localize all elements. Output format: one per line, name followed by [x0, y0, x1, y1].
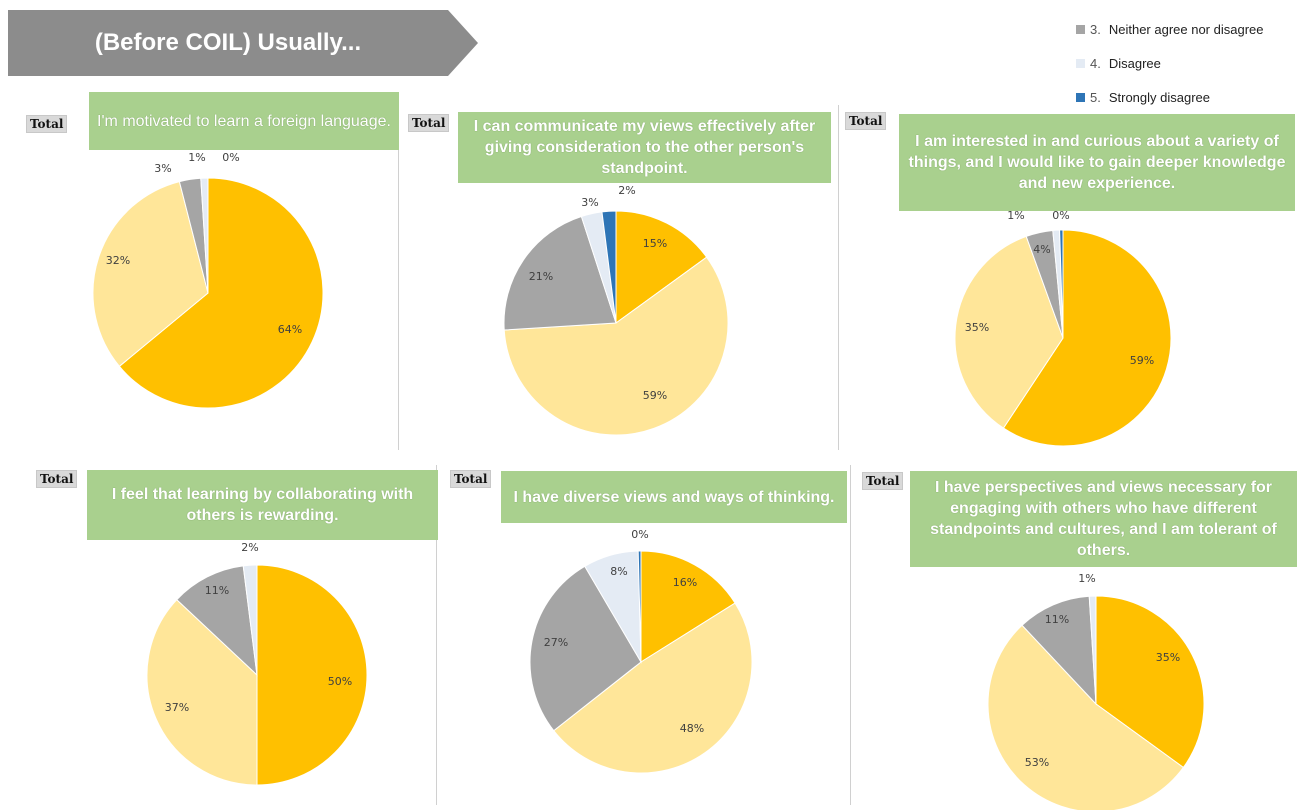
pie-slice	[954, 235, 1064, 429]
slice-label: 15%	[643, 237, 667, 250]
pie-slice	[176, 565, 258, 677]
pie-slice	[503, 215, 617, 331]
legend-label: Strongly disagree	[1108, 89, 1211, 105]
pie-1: 64% 32% 3% 1% 0%	[92, 151, 324, 409]
slice-label: 64%	[278, 323, 302, 336]
slice-label: 37%	[165, 701, 189, 714]
pie-slice	[601, 210, 617, 324]
legend-label: Neither agree nor disagree	[1108, 21, 1264, 37]
slice-label: 0%	[222, 151, 239, 164]
slice-label: 1%	[188, 151, 205, 164]
chart-title: I'm motivated to learn a foreign languag…	[89, 92, 399, 150]
slice-label: 1%	[1078, 572, 1095, 585]
slice-label: 35%	[1156, 651, 1180, 664]
pie-slice	[1095, 595, 1205, 769]
slice-label: 11%	[205, 584, 229, 597]
pie-slice	[1059, 229, 1064, 339]
pie-5: 16% 48% 27% 8% 0%	[529, 528, 753, 774]
pie-slice	[640, 550, 736, 663]
chart-title: I have diverse views and ways of thinkin…	[501, 471, 847, 523]
chart-title: I feel that learning by collaborating wi…	[87, 470, 438, 540]
legend-label: Disagree	[1108, 55, 1161, 71]
slice-label: 11%	[1045, 613, 1069, 626]
slice-label: 2%	[618, 184, 635, 197]
pie-2: 15% 59% 21% 3% 2%	[503, 184, 729, 436]
legend-num: 5.	[1090, 89, 1101, 105]
divider	[838, 105, 839, 450]
slice-label: 0%	[631, 528, 648, 541]
page-title: (Before COIL) Usually...	[94, 29, 362, 56]
total-tag: Total	[26, 115, 68, 133]
slice-label: 1%	[1007, 209, 1024, 222]
divider	[436, 465, 437, 805]
total-tag: Total	[36, 470, 78, 488]
slice-label: 3%	[154, 162, 171, 175]
chart-title: I can communicate my views effectively a…	[458, 112, 831, 183]
legend-swatch-neither	[1076, 24, 1085, 34]
slice-label: 8%	[610, 565, 627, 578]
total-tag: Total	[450, 470, 492, 488]
pie-slice	[503, 256, 729, 436]
pie-slice	[987, 624, 1185, 810]
legend-num: 3.	[1090, 21, 1101, 37]
header-banner: (Before COIL) Usually...	[8, 10, 478, 76]
pie-slice	[146, 598, 258, 786]
legend-item-neither: 3. Neither agree nor disagree	[1076, 12, 1264, 46]
legend-item-disagree: 4. Disagree	[1076, 46, 1264, 80]
pie-3: 59% 35% 4% 1% 0%	[954, 209, 1172, 447]
total-tag: Total	[862, 472, 904, 490]
legend-swatch-strongly-disagree	[1076, 92, 1085, 102]
pie-slice	[553, 602, 753, 774]
slice-label: 27%	[544, 636, 568, 649]
pie-slice	[200, 177, 209, 294]
pie-slice	[256, 564, 368, 786]
slice-label: 32%	[106, 254, 130, 267]
pie-slice	[92, 181, 209, 368]
slice-label: 59%	[643, 389, 667, 402]
pie-slice	[1002, 229, 1172, 447]
slice-label: 53%	[1025, 756, 1049, 769]
total-tag: Total	[845, 112, 887, 130]
pie-slice	[242, 564, 258, 676]
pie-slice	[615, 210, 708, 324]
slice-label: 2%	[241, 541, 258, 554]
slice-label: 48%	[680, 722, 704, 735]
slice-label: 50%	[328, 675, 352, 688]
slice-label: 0%	[1052, 209, 1069, 222]
legend: 3. Neither agree nor disagree 4. Disagre…	[1076, 12, 1264, 114]
banner-shape	[8, 10, 478, 76]
legend-swatch-disagree	[1076, 58, 1085, 68]
pie-slice	[637, 550, 642, 663]
divider	[850, 465, 851, 805]
pie-slice	[118, 177, 324, 409]
slice-label: 59%	[1130, 354, 1154, 367]
slice-label: 3%	[581, 196, 598, 209]
total-tag: Total	[408, 114, 450, 132]
slice-label: 16%	[673, 576, 697, 589]
divider	[398, 105, 399, 450]
slice-label: 4%	[1033, 243, 1050, 256]
chart-title: I am interested in and curious about a v…	[899, 114, 1295, 211]
legend-num: 4.	[1090, 55, 1101, 71]
pie-slice	[1021, 595, 1097, 706]
pie-4: 50% 37% 11% 2%	[146, 541, 368, 786]
chart-title: I have perspectives and views necessary …	[910, 471, 1297, 567]
legend-item-strongly-disagree: 5. Strongly disagree	[1076, 80, 1264, 114]
slice-label: 35%	[965, 321, 989, 334]
pie-slice	[1088, 595, 1097, 705]
pie-6: 35% 53% 11% 1%	[987, 572, 1205, 810]
pie-slice	[529, 565, 642, 732]
slice-label: 21%	[529, 270, 553, 283]
